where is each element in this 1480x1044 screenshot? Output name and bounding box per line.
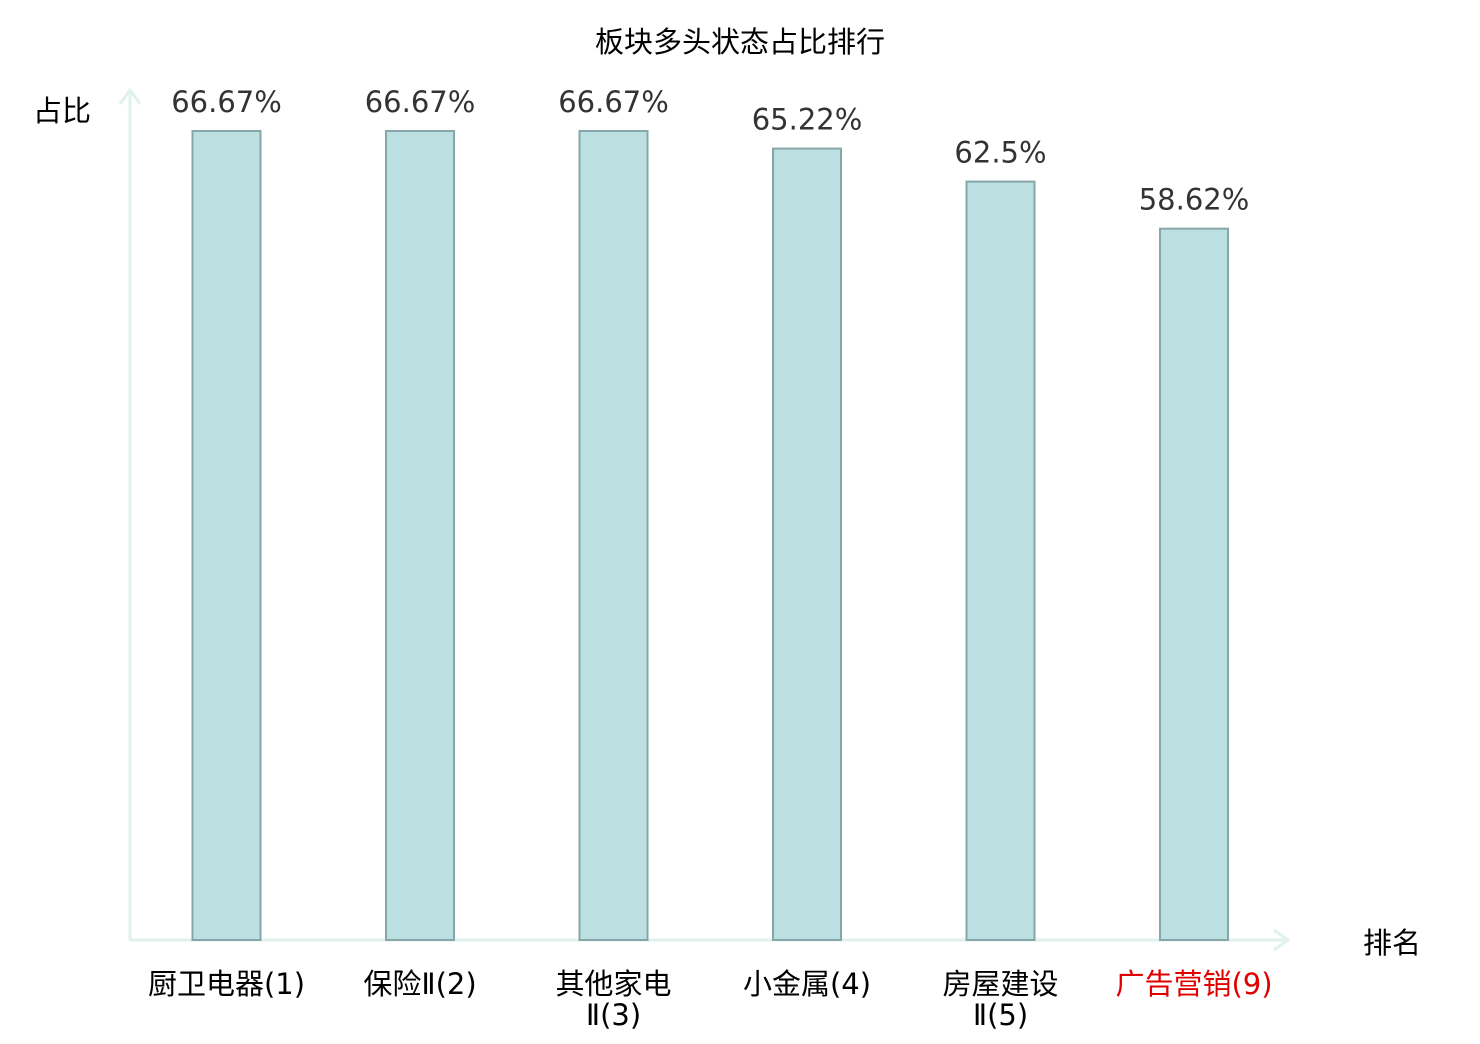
x-axis-arrow: [1273, 928, 1291, 952]
value-label: 66.67%: [171, 85, 282, 119]
value-label: 65.22%: [752, 103, 863, 137]
bar: [772, 147, 842, 942]
category-label-line: 厨卫电器(1): [148, 967, 305, 1001]
bar: [385, 130, 455, 941]
bar: [191, 130, 262, 941]
x-axis-label: 排名: [1363, 926, 1421, 960]
category-label: 房屋建设 Ⅱ(5): [942, 967, 1058, 1032]
y-axis-label: 占比: [33, 94, 91, 128]
category-label-line: Ⅱ(5): [973, 998, 1028, 1032]
bar: [1159, 227, 1229, 941]
category-labels-layer: 厨卫电器(1) 保险Ⅱ(2) 其他家电 Ⅱ(3) 小金属(4) 房屋建设 Ⅱ(5) 广告营销(…: [148, 967, 1273, 1032]
value-label: 62.5%: [954, 136, 1046, 170]
value-label: 58.62%: [1139, 183, 1250, 217]
category-label-line: 其他家电: [555, 967, 671, 1001]
category-label-line: 保险Ⅱ(2): [363, 967, 476, 1001]
category-label: 保险Ⅱ(2): [363, 967, 476, 1001]
value-label: 66.67%: [558, 85, 669, 119]
value-label: 66.67%: [365, 85, 476, 119]
category-label: 小金属(4): [743, 967, 871, 1001]
bars-layer: [191, 130, 1229, 942]
category-label-line: 广告营销(9): [1115, 967, 1272, 1001]
bar: [578, 130, 649, 941]
chart-title: 板块多头状态占比排行: [595, 25, 885, 59]
value-labels-layer: 66.67% 66.67% 66.67% 65.22% 62.5% 58.62%: [171, 85, 1249, 217]
category-label: 厨卫电器(1): [148, 967, 305, 1001]
category-label-line: 小金属(4): [743, 967, 871, 1001]
category-label-line: Ⅱ(3): [586, 998, 641, 1032]
category-label-line: 房屋建设: [942, 967, 1058, 1001]
category-label: 广告营销(9): [1115, 967, 1272, 1001]
y-axis-arrow: [118, 87, 142, 105]
axes: [118, 87, 1291, 952]
category-label: 其他家电 Ⅱ(3): [555, 967, 671, 1032]
bar: [965, 180, 1036, 942]
